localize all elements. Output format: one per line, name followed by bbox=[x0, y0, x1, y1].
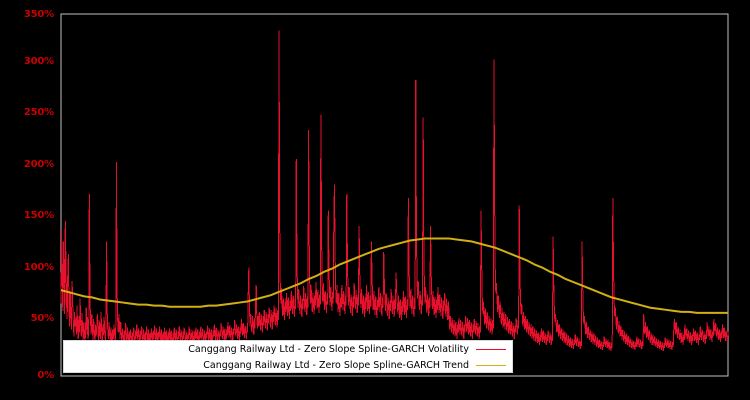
ytick-label-200: 200% bbox=[23, 159, 54, 170]
ytick-label-300: 300% bbox=[23, 56, 54, 67]
legend-label-trend: Canggang Railway Ltd - Zero Slope Spline… bbox=[203, 360, 469, 371]
ytick-label-50: 50% bbox=[30, 313, 55, 324]
legend-swatch-trend-icon bbox=[476, 365, 506, 366]
ytick-label-250: 250% bbox=[23, 107, 54, 118]
ytick-label-0: 0% bbox=[37, 370, 54, 381]
chart-legend: Canggang Railway Ltd - Zero Slope Spline… bbox=[63, 340, 513, 373]
legend-entry-volatility: Canggang Railway Ltd - Zero Slope Spline… bbox=[64, 342, 512, 357]
ytick-label-350: 350% bbox=[23, 9, 54, 20]
series-line-trend bbox=[60, 237, 728, 314]
legend-label-volatility: Canggang Railway Ltd - Zero Slope Spline… bbox=[188, 344, 469, 355]
legend-entry-trend: Canggang Railway Ltd - Zero Slope Spline… bbox=[64, 358, 512, 373]
legend-swatch-volatility-icon bbox=[476, 349, 506, 350]
plot-frame-border bbox=[60, 13, 729, 377]
ytick-label-150: 150% bbox=[23, 210, 54, 221]
ytick-label-100: 100% bbox=[23, 262, 54, 273]
